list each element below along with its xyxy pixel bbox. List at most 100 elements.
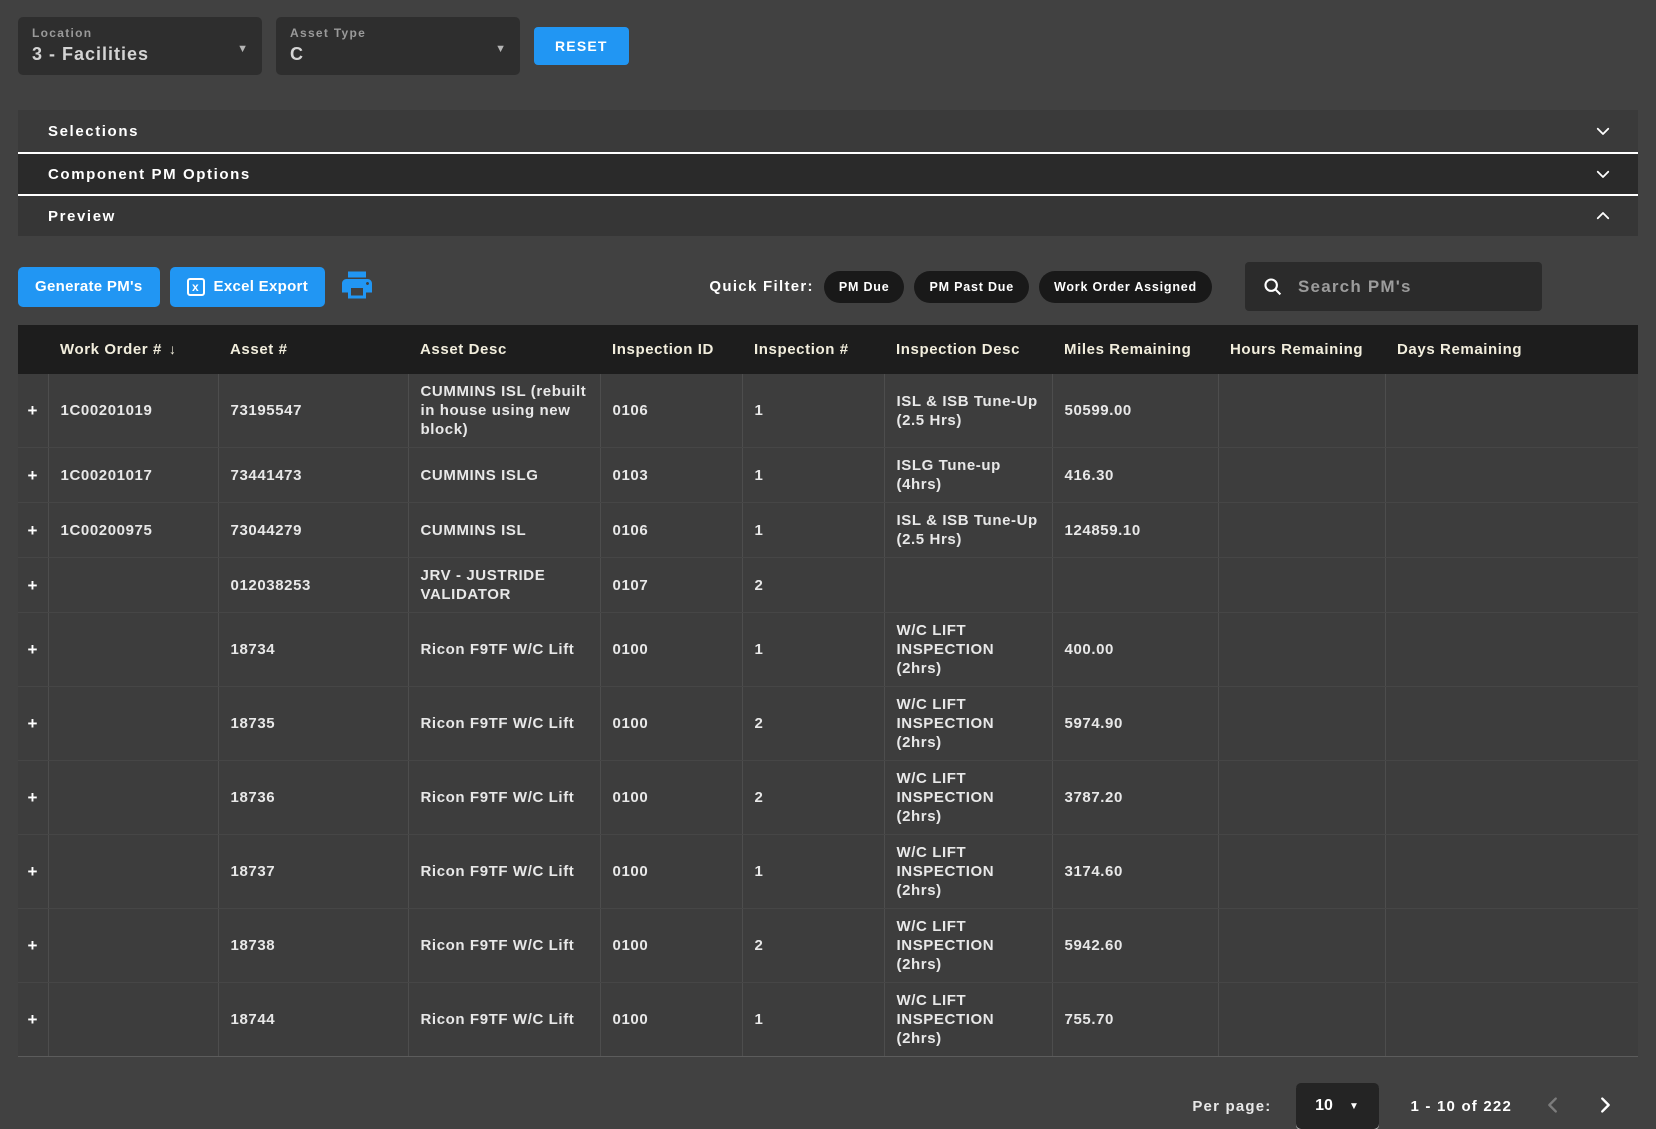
- search-input[interactable]: [1296, 276, 1525, 298]
- expand-row-button[interactable]: +: [18, 613, 48, 687]
- cell-days-remaining: [1385, 503, 1638, 558]
- cell-asset-number: 18744: [218, 983, 408, 1057]
- accordion-section-label: Preview: [48, 208, 116, 225]
- excel-file-icon: x: [187, 278, 205, 296]
- asset-type-label: Asset Type: [290, 26, 506, 40]
- cell-work-order: 1C00200975: [48, 503, 218, 558]
- column-header-asset-[interactable]: Asset #: [218, 325, 408, 374]
- column-header-label: Inspection #: [754, 341, 849, 358]
- column-header-inspection-id[interactable]: Inspection ID: [600, 325, 742, 374]
- cell-asset-desc: Ricon F9TF W/C Lift: [408, 909, 600, 983]
- cell-days-remaining: [1385, 835, 1638, 909]
- expand-row-button[interactable]: +: [18, 761, 48, 835]
- expand-row-button[interactable]: +: [18, 448, 48, 503]
- print-button[interactable]: [335, 267, 375, 306]
- column-header-hours-remaining[interactable]: Hours Remaining: [1218, 325, 1385, 374]
- accordion-section-label: Component PM Options: [48, 166, 251, 183]
- cell-miles-remaining: [1052, 558, 1218, 613]
- pm-preview-table: Work Order #↓ Asset # Asset Desc Inspection…: [18, 325, 1638, 1057]
- chevron-left-icon: [1542, 1094, 1564, 1116]
- column-header-label: Asset #: [230, 341, 288, 358]
- chevron-up-icon: [1594, 207, 1612, 225]
- column-header-asset-desc[interactable]: Asset Desc: [408, 325, 600, 374]
- cell-inspection-id: 0100: [600, 761, 742, 835]
- cell-asset-number: 18735: [218, 687, 408, 761]
- next-page-button[interactable]: [1594, 1094, 1616, 1119]
- expand-row-button[interactable]: +: [18, 687, 48, 761]
- cell-inspection-id: 0100: [600, 983, 742, 1057]
- table-row: +18744Ricon F9TF W/C Lift01001W/C LIFT I…: [18, 983, 1638, 1057]
- cell-inspection-desc: ISL & ISB Tune-Up (2.5 Hrs): [884, 374, 1052, 448]
- excel-export-button[interactable]: x Excel Export: [170, 267, 325, 307]
- cell-hours-remaining: [1218, 558, 1385, 613]
- table-row: +1C0020101973195547CUMMINS ISL (rebuilt …: [18, 374, 1638, 448]
- cell-asset-number: 18734: [218, 613, 408, 687]
- quick-filter-chip[interactable]: PM Past Due: [914, 271, 1029, 303]
- table-row: +1C0020097573044279CUMMINS ISL01061ISL &…: [18, 503, 1638, 558]
- accordion-section-preview[interactable]: Preview: [18, 194, 1638, 236]
- column-header-label: Inspection ID: [612, 341, 714, 358]
- cell-work-order: [48, 558, 218, 613]
- page-range-text: 1 - 10 of 222: [1411, 1098, 1512, 1115]
- column-header-inspection-[interactable]: Inspection #: [742, 325, 884, 374]
- asset-type-value: C: [290, 44, 506, 65]
- chevron-down-icon: [1594, 165, 1612, 183]
- cell-inspection-id: 0106: [600, 374, 742, 448]
- cell-miles-remaining: 416.30: [1052, 448, 1218, 503]
- expand-row-button[interactable]: +: [18, 983, 48, 1057]
- search-icon: [1262, 276, 1283, 297]
- table-header-row: Work Order #↓ Asset # Asset Desc Inspection…: [18, 325, 1638, 374]
- cell-inspection-desc: W/C LIFT INSPECTION (2hrs): [884, 761, 1052, 835]
- column-header-label: Asset Desc: [420, 341, 507, 358]
- accordion-section-selections[interactable]: Selections: [18, 110, 1638, 152]
- cell-asset-desc: CUMMINS ISL: [408, 503, 600, 558]
- chevron-right-icon: [1594, 1094, 1616, 1116]
- expand-row-button[interactable]: +: [18, 503, 48, 558]
- generate-pms-button[interactable]: Generate PM's: [18, 267, 160, 307]
- cell-work-order: [48, 761, 218, 835]
- cell-inspection-desc: W/C LIFT INSPECTION (2hrs): [884, 909, 1052, 983]
- column-header-label: Hours Remaining: [1230, 341, 1363, 358]
- cell-hours-remaining: [1218, 448, 1385, 503]
- cell-asset-desc: CUMMINS ISLG: [408, 448, 600, 503]
- cell-miles-remaining: 50599.00: [1052, 374, 1218, 448]
- cell-inspection-id: 0103: [600, 448, 742, 503]
- expand-row-button[interactable]: +: [18, 558, 48, 613]
- table-row: +1C0020101773441473CUMMINS ISLG01031ISLG…: [18, 448, 1638, 503]
- table-row: +18738Ricon F9TF W/C Lift01002W/C LIFT I…: [18, 909, 1638, 983]
- cell-asset-desc: Ricon F9TF W/C Lift: [408, 835, 600, 909]
- column-header-expand: [18, 325, 48, 374]
- accordion-section-label: Selections: [48, 123, 139, 140]
- per-page-select[interactable]: 10 ▼: [1296, 1083, 1379, 1129]
- column-header-miles-remaining[interactable]: Miles Remaining: [1052, 325, 1218, 374]
- expand-row-button[interactable]: +: [18, 374, 48, 448]
- cell-asset-number: 18738: [218, 909, 408, 983]
- location-select[interactable]: Location 3 - Facilities ▼: [18, 17, 262, 75]
- cell-work-order: 1C00201019: [48, 374, 218, 448]
- previous-page-button[interactable]: [1542, 1094, 1564, 1119]
- quick-filter-chip[interactable]: Work Order Assigned: [1039, 271, 1212, 303]
- column-header-work-order-[interactable]: Work Order #↓: [48, 325, 218, 374]
- expand-row-button[interactable]: +: [18, 835, 48, 909]
- asset-type-select[interactable]: Asset Type C ▼: [276, 17, 520, 75]
- column-header-inspection-desc[interactable]: Inspection Desc: [884, 325, 1052, 374]
- cell-work-order: [48, 983, 218, 1057]
- cell-days-remaining: [1385, 613, 1638, 687]
- reset-button[interactable]: RESET: [534, 27, 629, 65]
- accordion-section-component-pm-options[interactable]: Component PM Options: [18, 152, 1638, 194]
- cell-inspection-id: 0100: [600, 613, 742, 687]
- cell-inspection-number: 1: [742, 983, 884, 1057]
- column-header-days-remaining[interactable]: Days Remaining: [1385, 325, 1638, 374]
- generate-pms-label: Generate PM's: [35, 278, 143, 295]
- cell-asset-number: 73195547: [218, 374, 408, 448]
- column-header-label: Inspection Desc: [896, 341, 1020, 358]
- quick-filter-chip[interactable]: PM Due: [824, 271, 905, 303]
- chevron-down-icon: ▼: [495, 43, 506, 55]
- column-header-label: Miles Remaining: [1064, 341, 1191, 358]
- cell-days-remaining: [1385, 687, 1638, 761]
- table-row: +18737Ricon F9TF W/C Lift01001W/C LIFT I…: [18, 835, 1638, 909]
- expand-row-button[interactable]: +: [18, 909, 48, 983]
- cell-inspection-id: 0100: [600, 909, 742, 983]
- cell-days-remaining: [1385, 761, 1638, 835]
- cell-asset-number: 012038253: [218, 558, 408, 613]
